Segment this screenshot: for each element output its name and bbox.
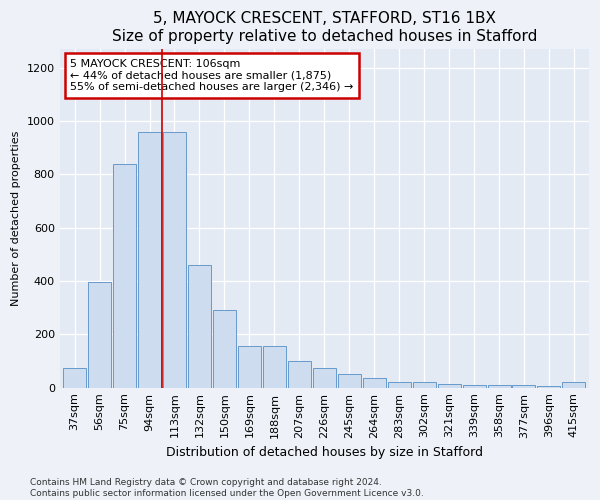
Text: Contains HM Land Registry data © Crown copyright and database right 2024.
Contai: Contains HM Land Registry data © Crown c… [30,478,424,498]
Title: 5, MAYOCK CRESCENT, STAFFORD, ST16 1BX
Size of property relative to detached hou: 5, MAYOCK CRESCENT, STAFFORD, ST16 1BX S… [112,11,537,44]
Bar [388,382,410,388]
Bar [363,378,386,388]
Bar [437,384,461,388]
Bar [238,346,261,388]
Bar [562,382,586,388]
Bar [188,265,211,388]
Bar [413,382,436,388]
X-axis label: Distribution of detached houses by size in Stafford: Distribution of detached houses by size … [166,446,483,459]
Bar [263,346,286,388]
Bar [63,368,86,388]
Y-axis label: Number of detached properties: Number of detached properties [11,130,21,306]
Bar [88,282,111,388]
Bar [138,132,161,388]
Bar [213,310,236,388]
Bar [538,386,560,388]
Text: 5 MAYOCK CRESCENT: 106sqm
← 44% of detached houses are smaller (1,875)
55% of se: 5 MAYOCK CRESCENT: 106sqm ← 44% of detac… [70,59,353,92]
Bar [113,164,136,388]
Bar [288,361,311,388]
Bar [463,385,485,388]
Bar [313,368,336,388]
Bar [338,374,361,388]
Bar [512,385,535,388]
Bar [163,132,186,388]
Bar [488,385,511,388]
